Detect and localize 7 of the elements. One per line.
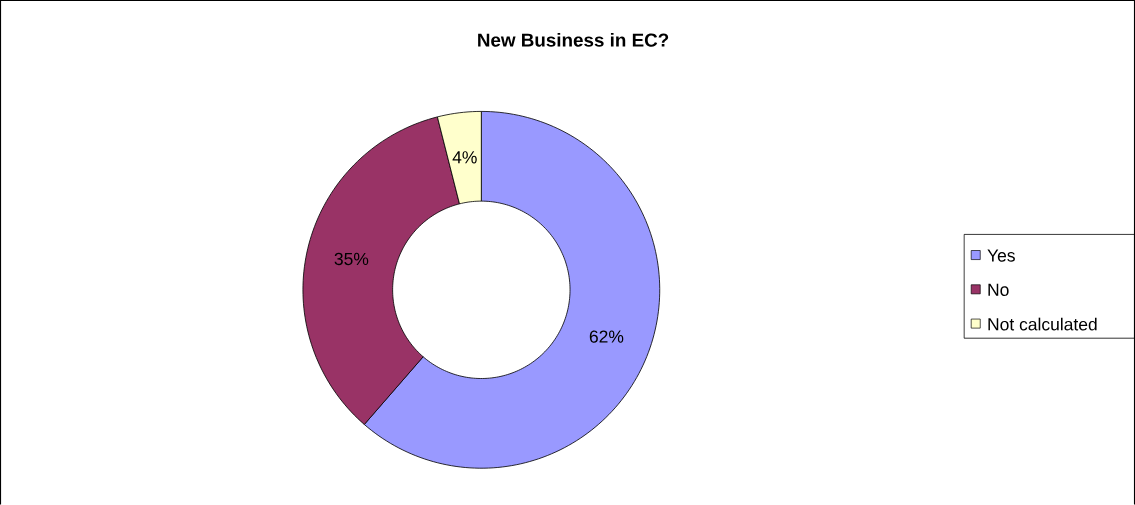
data-label: 62%	[589, 330, 624, 343]
data-label: 4%	[452, 151, 477, 164]
data-label: 35%	[334, 252, 369, 266]
legend-label: Not calculated	[988, 317, 1097, 331]
legend-label: Yes	[987, 249, 1015, 262]
chart-title: New Business in EC?	[478, 32, 669, 47]
legend-label: No	[988, 283, 1009, 296]
